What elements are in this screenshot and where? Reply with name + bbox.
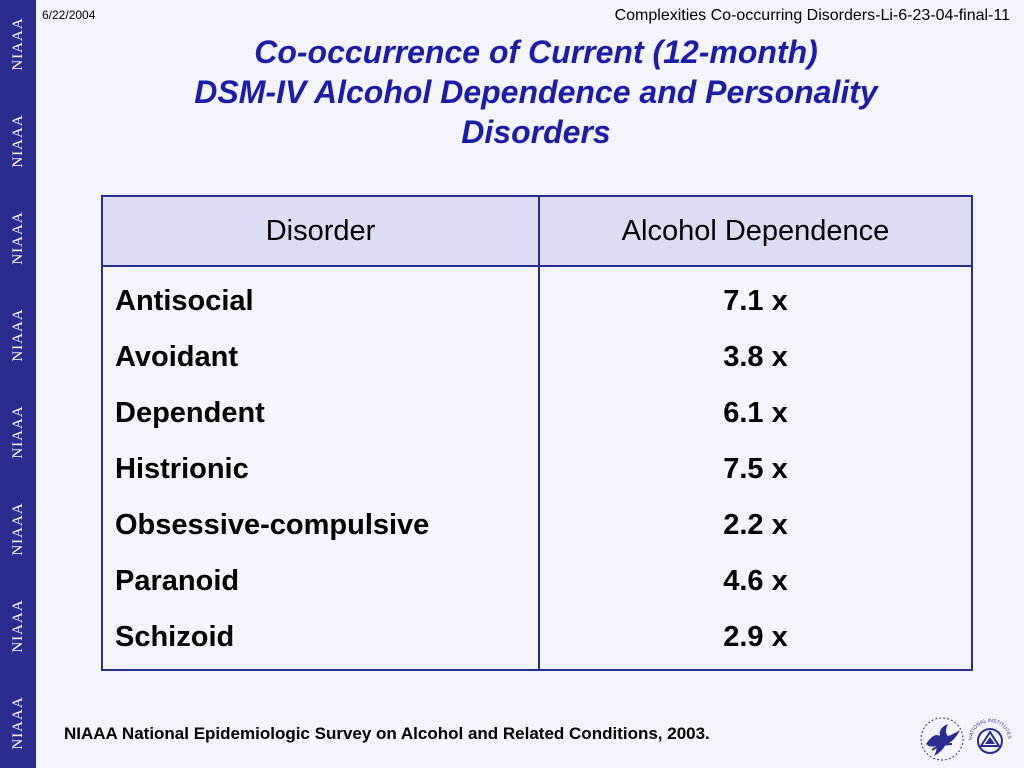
odds-value-cell: 2.9 x — [538, 609, 973, 670]
column-header-alcohol-dependence: Alcohol Dependence — [538, 195, 973, 267]
disorder-cell: Schizoid — [101, 609, 540, 670]
table-row: Antisocial 7.1 x — [101, 266, 973, 329]
title-line: DSM-IV Alcohol Dependence and Personalit… — [194, 74, 878, 110]
nih-seal-icon: NATIONAL INSTITUTES OF HEALTH — [966, 714, 1012, 754]
disorder-cell: Avoidant — [101, 329, 540, 385]
sidebar-niaaa-label: NIAAA — [10, 308, 26, 362]
disorder-cell: Histrionic — [101, 441, 540, 497]
table-row: Histrionic 7.5 x — [101, 441, 973, 497]
table-row: Obsessive-compulsive 2.2 x — [101, 497, 973, 553]
sidebar-niaaa-label: NIAAA — [10, 502, 26, 556]
slide-title: Co-occurrence of Current (12-month) DSM-… — [36, 32, 1024, 152]
odds-value-cell: 3.8 x — [538, 329, 973, 385]
disorder-cell: Antisocial — [101, 266, 540, 329]
comorbidity-table: Disorder Alcohol Dependence Antisocial 7… — [101, 195, 973, 671]
disorder-cell: Obsessive-compulsive — [101, 497, 540, 553]
sidebar-niaaa-label: NIAAA — [10, 405, 26, 459]
svg-text:NATIONAL INSTITUTES OF HEALTH: NATIONAL INSTITUTES OF HEALTH — [966, 714, 1012, 740]
title-line: Disorders — [461, 114, 611, 150]
niaaa-sidebar: NIAAA NIAAA NIAAA NIAAA NIAAA NIAAA NIAA… — [0, 0, 36, 768]
sidebar-niaaa-label: NIAAA — [10, 211, 26, 265]
sidebar-niaaa-label: NIAAA — [10, 696, 26, 750]
hhs-eagle-icon — [920, 717, 964, 761]
odds-value-cell: 6.1 x — [538, 385, 973, 441]
odds-value-cell: 4.6 x — [538, 553, 973, 609]
table-row: Avoidant 3.8 x — [101, 329, 973, 385]
odds-value-cell: 7.5 x — [538, 441, 973, 497]
column-header-disorder: Disorder — [101, 195, 540, 267]
sidebar-niaaa-label: NIAAA — [10, 114, 26, 168]
slide-filename: Complexities Co-occurring Disorders-Li-6… — [614, 7, 1010, 24]
disorder-cell: Dependent — [101, 385, 540, 441]
table-row: Schizoid 2.9 x — [101, 609, 973, 670]
table-row: Dependent 6.1 x — [101, 385, 973, 441]
odds-value-cell: 7.1 x — [538, 266, 973, 329]
slide-date: 6/22/2004 — [42, 8, 96, 22]
sidebar-niaaa-label: NIAAA — [10, 17, 26, 71]
table-header-row: Disorder Alcohol Dependence — [101, 195, 973, 267]
source-citation: NIAAA National Epidemiologic Survey on A… — [64, 724, 710, 743]
disorder-cell: Paranoid — [101, 553, 540, 609]
title-line: Co-occurrence of Current (12-month) — [254, 34, 818, 70]
table-row: Paranoid 4.6 x — [101, 553, 973, 609]
sidebar-niaaa-label: NIAAA — [10, 599, 26, 653]
odds-value-cell: 2.2 x — [538, 497, 973, 553]
